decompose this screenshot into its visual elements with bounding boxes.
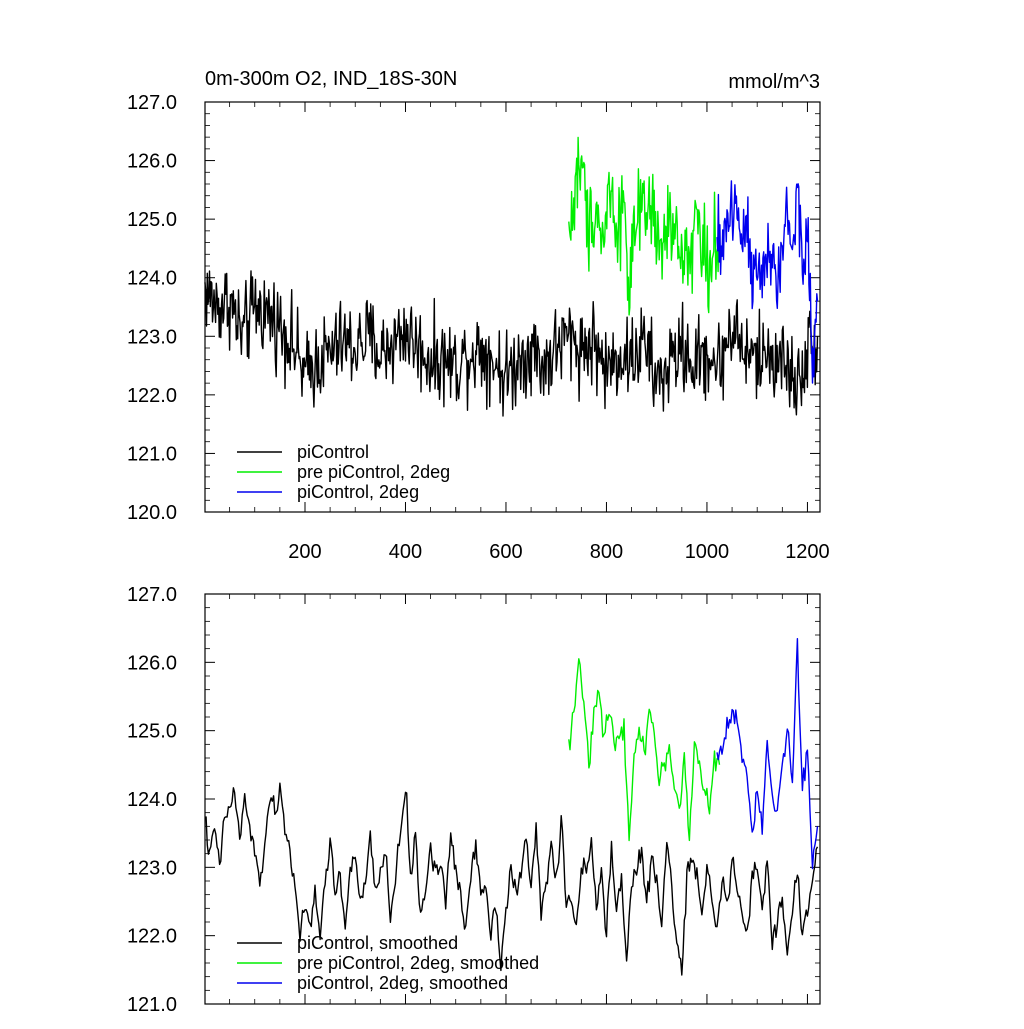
legend-label: piControl, 2deg <box>297 482 419 502</box>
legend-label: pre piControl, 2deg <box>297 462 450 482</box>
series-group <box>204 136 819 417</box>
legend-label: pre piControl, 2deg, smoothed <box>297 953 539 973</box>
x-tick-label: 1000 <box>685 541 730 563</box>
y-tick-label: 120.0 <box>127 502 177 524</box>
y-tick-label: 126.0 <box>127 151 177 173</box>
y-tick-label: 121.0 <box>127 443 177 465</box>
x-axis: 200 400 600 800 1000 1200 <box>229 102 830 563</box>
series-line <box>716 638 819 870</box>
x-tick-label: 800 <box>590 541 623 563</box>
units-label: mmol/m^3 <box>728 71 820 93</box>
series-line <box>568 136 721 316</box>
series-line <box>204 782 819 976</box>
y-tick-label: 126.0 <box>127 652 177 674</box>
series-line <box>568 658 721 842</box>
legend-label: piControl <box>297 442 369 462</box>
series-group <box>204 638 819 976</box>
y-axis: 120.0 121.0 122.0 123.0 124.0 125.0 126.0 127.0 <box>127 92 820 524</box>
y-tick-label: 123.0 <box>127 857 177 879</box>
series-line <box>716 180 819 384</box>
y-axis: 121.0 122.0 123.0 124.0 125.0 126.0 127.0 <box>127 584 820 1016</box>
legend-label: piControl, smoothed <box>297 933 458 953</box>
y-tick-label: 123.0 <box>127 326 177 348</box>
y-tick-label: 124.0 <box>127 268 177 290</box>
plot-frame <box>204 101 821 513</box>
chart-title: 0m-300m O2, IND_18S-30N <box>205 68 457 90</box>
x-tick-label: 600 <box>489 541 522 563</box>
y-tick-label: 125.0 <box>127 721 177 743</box>
y-tick-label: 127.0 <box>127 584 177 606</box>
bottom-panel: 121.0 122.0 123.0 124.0 125.0 126.0 127.0 piCo… <box>127 584 821 1016</box>
x-tick-label: 200 <box>288 541 321 563</box>
x-tick-label: 1200 <box>785 541 830 563</box>
y-tick-label: 124.0 <box>127 789 177 811</box>
y-tick-label: 125.0 <box>127 209 177 231</box>
y-tick-label: 122.0 <box>127 385 177 407</box>
y-tick-label: 127.0 <box>127 92 177 114</box>
x-tick-label: 400 <box>389 541 422 563</box>
top-panel: 0m-300m O2, IND_18S-30N mmol/m^3 120.012… <box>127 68 830 563</box>
y-tick-label: 121.0 <box>127 994 177 1016</box>
series-line <box>204 270 819 417</box>
x-axis <box>229 594 808 1004</box>
y-tick-label: 122.0 <box>127 926 177 948</box>
legend-label: piControl, 2deg, smoothed <box>297 973 508 993</box>
